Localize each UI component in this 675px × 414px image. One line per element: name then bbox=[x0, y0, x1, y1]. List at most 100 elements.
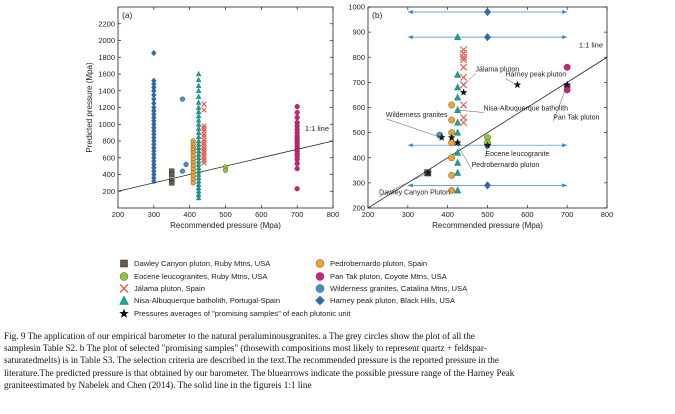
legend-marker-pedrobernardo bbox=[314, 258, 326, 269]
x-tick-label-b: 400 bbox=[441, 210, 454, 219]
legend-label-average: Pressures averages of "promising samples… bbox=[134, 309, 351, 318]
y-tick-label-a: 200 bbox=[102, 187, 115, 196]
y-tick-label-a: 1400 bbox=[98, 86, 115, 95]
legend-marker-wilderness bbox=[314, 283, 326, 294]
point-dawley bbox=[169, 171, 175, 178]
x-tick-label-a: 500 bbox=[219, 210, 232, 219]
point-nisa bbox=[454, 83, 462, 91]
legend-label-nisa: Nisa-Albuquerque batholith, Portugal-Spa… bbox=[134, 296, 281, 305]
point-nisa bbox=[195, 70, 202, 77]
point-wilderness bbox=[179, 168, 186, 174]
point-nisa bbox=[454, 168, 462, 176]
point-jalama bbox=[460, 63, 468, 71]
point-nisa bbox=[454, 33, 462, 41]
point-nisa bbox=[195, 87, 202, 93]
panel-b-scatter: 200 300 400 500 600 700 800 200 300 400 500 600 700 8… bbox=[348, 3, 613, 230]
x-tick-label-a: 800 bbox=[327, 210, 340, 219]
point-jalama bbox=[201, 147, 207, 154]
legend-label-eocene: Eocene leucogranites, Ruby Mtns, USA bbox=[134, 272, 268, 281]
point-average bbox=[563, 80, 571, 89]
point-jalama bbox=[460, 53, 468, 61]
x-tick-label-a: 200 bbox=[112, 210, 125, 219]
point-wilderness bbox=[183, 161, 189, 168]
point-harney bbox=[484, 33, 491, 42]
point-nisa bbox=[454, 128, 462, 136]
point-jalama bbox=[201, 125, 207, 132]
point-average bbox=[447, 133, 456, 141]
annotation-leader bbox=[463, 73, 476, 86]
point-nisa bbox=[454, 105, 462, 113]
point-nisa bbox=[454, 93, 462, 101]
arrowhead-left bbox=[407, 143, 413, 148]
point-pedrobernardo bbox=[448, 139, 456, 147]
point-pantak bbox=[294, 186, 300, 192]
point-nisa bbox=[195, 194, 202, 201]
caption-line-2: samplesin Table S2. b The plot of select… bbox=[4, 343, 487, 354]
legend-label-jalama: Jálama pluton, Spain bbox=[134, 284, 205, 293]
point-jalama bbox=[460, 73, 468, 81]
x-tick-label-a: 600 bbox=[255, 210, 268, 219]
caption-line-1: Fig. 9 The application of our empirical … bbox=[4, 331, 475, 341]
point-pantak bbox=[294, 166, 300, 172]
y-tick-label-a: 2200 bbox=[98, 19, 115, 28]
y-tick-label-b: 300 bbox=[352, 178, 365, 187]
legend-label-wilderness: Wilderness granites, Catalina Mtns, USA bbox=[330, 284, 468, 293]
y-tick-label-a: 800 bbox=[102, 137, 115, 146]
legend-marker-jalama bbox=[118, 283, 130, 294]
y-tick-label-b: 900 bbox=[352, 28, 365, 37]
point-wilderness bbox=[179, 96, 186, 102]
panel-label-a: (a) bbox=[122, 10, 133, 20]
x-axis-title-a: Recommended pressure (Mpa) bbox=[170, 221, 281, 230]
y-tick-label-a: 400 bbox=[102, 170, 115, 179]
y-tick-label-b: 800 bbox=[352, 53, 365, 62]
point-average bbox=[459, 88, 468, 96]
y-tick-label-b: 1000 bbox=[348, 3, 365, 12]
point-pedrobernardo bbox=[190, 180, 196, 186]
arrowhead-right bbox=[562, 35, 568, 40]
figure-caption: Fig. 9 The application of our empirical … bbox=[4, 330, 668, 391]
annotation-label: Nisa-Albuquerque batholith bbox=[484, 106, 569, 113]
point-dawley bbox=[169, 180, 175, 186]
annotation-leader bbox=[457, 145, 472, 170]
annotation-leader bbox=[485, 142, 488, 158]
point-jalama bbox=[201, 152, 207, 159]
x-tick-label-a: 400 bbox=[183, 210, 196, 219]
point-jalama bbox=[201, 157, 207, 164]
x-axis-title-b: Recommended pressure (Mpa) bbox=[432, 221, 543, 230]
point-pedrobernardo bbox=[448, 154, 456, 162]
legend-marker-pantak bbox=[314, 271, 326, 282]
annotation-leader bbox=[457, 109, 484, 113]
point-harney bbox=[484, 181, 491, 190]
arrowhead-right bbox=[562, 143, 568, 148]
y-tick-label-a: 1600 bbox=[98, 70, 115, 79]
y-tick-label-b: 200 bbox=[352, 204, 365, 213]
point-nisa bbox=[454, 70, 462, 78]
annotation-label: Jálama pluton bbox=[476, 67, 520, 74]
point-nisa bbox=[195, 93, 202, 99]
panel-a-scatter: 200 300 400 500 600 700 800 200 400 600 800 1000 120… bbox=[85, 6, 340, 230]
arrowhead-left bbox=[407, 10, 413, 15]
arrowhead-right bbox=[562, 10, 568, 15]
x-tick-label-a: 300 bbox=[148, 210, 161, 219]
point-pantak bbox=[294, 161, 300, 167]
point-nisa bbox=[454, 118, 462, 126]
annotation-label: Wilderness granites bbox=[386, 112, 448, 119]
legend-marker-dawley bbox=[118, 258, 130, 269]
y-tick-label-a: 600 bbox=[102, 153, 115, 162]
x-tick-label-b: 200 bbox=[362, 210, 375, 219]
point-pantak bbox=[294, 104, 300, 110]
x-tick-label-b: 600 bbox=[521, 210, 534, 219]
point-jalama bbox=[201, 123, 207, 129]
legend-item-dawley: Dawley Canyon pluton, Ruby Mtns, USA bbox=[118, 258, 270, 269]
point-jalama bbox=[201, 142, 207, 148]
arrowhead-left bbox=[407, 183, 413, 188]
x-tick-label-a: 700 bbox=[291, 210, 304, 219]
annotation-leader bbox=[385, 118, 442, 138]
point-nisa bbox=[454, 158, 462, 166]
point-average bbox=[483, 141, 492, 149]
annotation-leader bbox=[505, 78, 518, 86]
y-tick-label-b: 400 bbox=[352, 153, 365, 162]
point-jalama bbox=[201, 137, 207, 143]
legend-item-pedrobernardo: Pedrobernardo pluton, Spain bbox=[314, 258, 427, 269]
